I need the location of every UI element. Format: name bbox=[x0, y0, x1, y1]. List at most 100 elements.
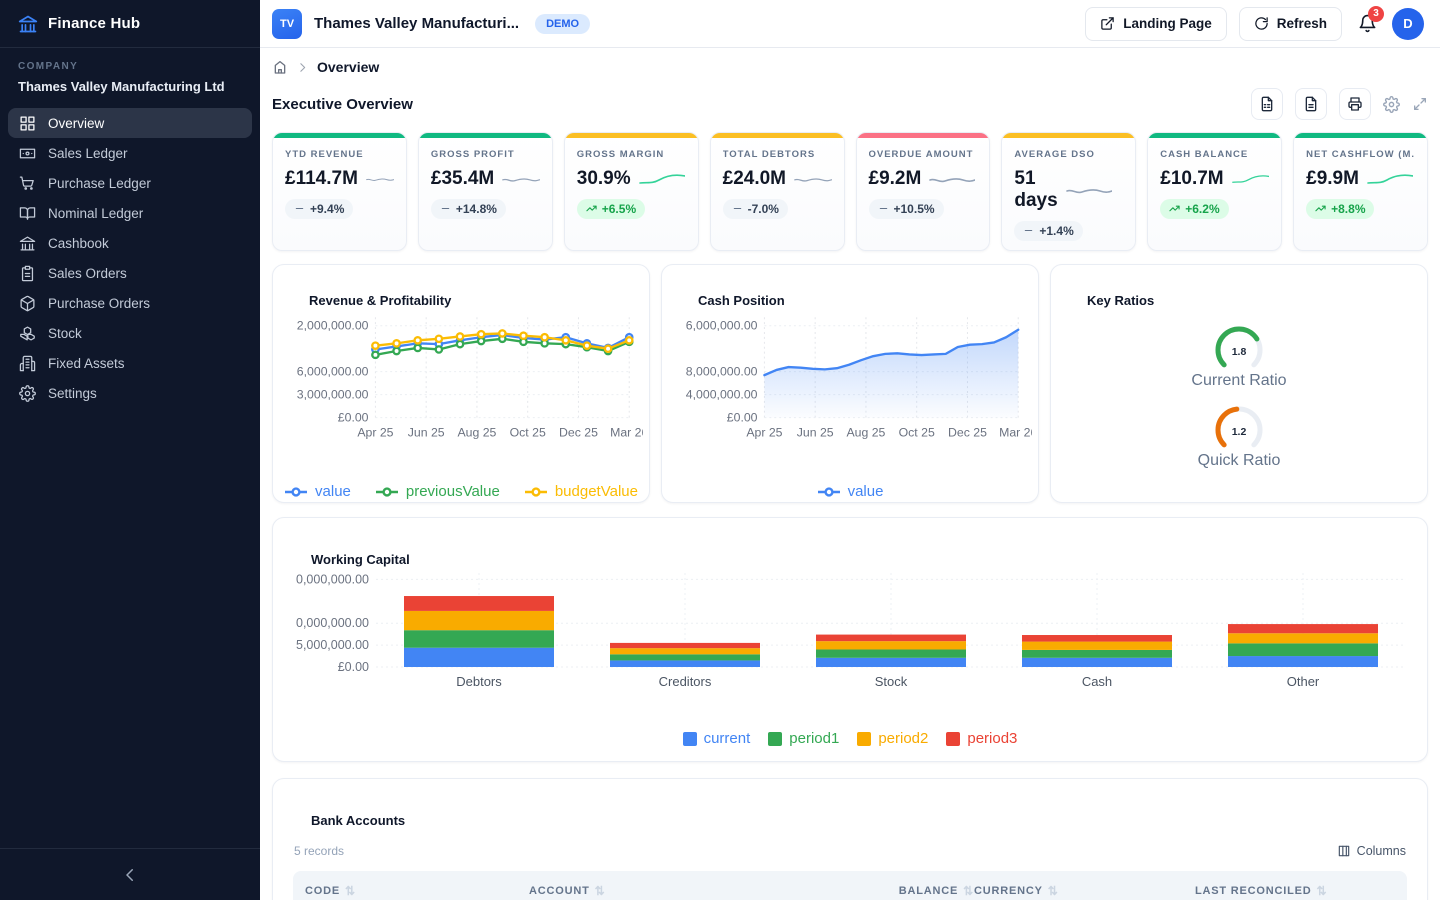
sidebar-item-nominal-ledger[interactable]: Nominal Ledger bbox=[8, 198, 252, 228]
svg-text:3,000,000.00: 3,000,000.00 bbox=[297, 388, 369, 402]
kpi-card-gross-profit: GROSS PROFIT £35.4M +14.8% bbox=[417, 132, 553, 251]
sidebar-item-overview[interactable]: Overview bbox=[8, 108, 252, 138]
sidebar-item-label: Overview bbox=[48, 115, 105, 131]
kpi-accent-bar bbox=[1148, 133, 1282, 138]
kpi-accent-bar bbox=[1294, 133, 1427, 138]
legend-marker-icon bbox=[524, 486, 547, 497]
kpi-trend-badge: +8.8% bbox=[1306, 198, 1375, 219]
svg-text:Other: Other bbox=[1287, 674, 1320, 689]
legend-item-current[interactable]: current bbox=[682, 730, 751, 747]
cart-icon bbox=[19, 175, 34, 190]
kpi-value: £9.2M bbox=[868, 168, 922, 189]
kpi-accent-bar bbox=[1002, 133, 1136, 138]
sidebar-item-cashbook[interactable]: Cashbook bbox=[8, 228, 252, 258]
kpi-accent-bar bbox=[564, 133, 698, 138]
expand-icon bbox=[1412, 96, 1428, 112]
column-header-code[interactable]: CODE ⇅ bbox=[305, 884, 529, 898]
sidebar-item-sales-ledger[interactable]: Sales Ledger bbox=[8, 138, 252, 168]
user-avatar[interactable]: D bbox=[1392, 7, 1424, 40]
sidebar-item-label: Sales Orders bbox=[48, 265, 127, 281]
kpi-trend-badge: +10.5% bbox=[868, 198, 944, 219]
legend-item-previousValue[interactable]: previousValue bbox=[375, 483, 500, 500]
kpi-sparkline bbox=[1065, 188, 1112, 194]
minus-icon bbox=[295, 208, 304, 210]
page-title: Executive Overview bbox=[272, 95, 413, 113]
kpi-value: £9.9M bbox=[1306, 168, 1359, 189]
svg-text:Apr 25: Apr 25 bbox=[357, 425, 393, 439]
sidebar-item-stock[interactable]: Stock bbox=[8, 318, 252, 348]
kpi-sparkline bbox=[1231, 175, 1270, 183]
column-header-account[interactable]: ACCOUNT ⇅ bbox=[529, 884, 878, 898]
sidebar-collapse-button[interactable] bbox=[0, 848, 260, 900]
legend-label: previousValue bbox=[405, 483, 500, 500]
cash-position-card: Cash Position Apr 25 Jun 25 Aug 25 Oct 25 De… bbox=[661, 264, 1039, 503]
export-file-button[interactable] bbox=[1251, 88, 1283, 120]
kpi-card-gross-margin: GROSS MARGIN 30.9% +6.5% bbox=[563, 132, 699, 251]
legend-label: current bbox=[703, 730, 751, 747]
columns-button[interactable]: Columns bbox=[1337, 844, 1406, 858]
fullscreen-button[interactable] bbox=[1412, 96, 1428, 112]
column-header-last-reconciled[interactable]: LAST RECONCILED ⇅ bbox=[1195, 884, 1395, 898]
home-icon[interactable] bbox=[272, 59, 288, 75]
column-header-label: LAST RECONCILED bbox=[1195, 885, 1312, 897]
column-header-balance[interactable]: BALANCE ⇅ bbox=[878, 884, 974, 898]
kpi-card-overdue-amount: OVERDUE AMOUNT £9.2M +10.5% bbox=[855, 132, 991, 251]
kpi-accent-bar bbox=[710, 133, 844, 138]
legend-item-period1[interactable]: period1 bbox=[768, 730, 839, 747]
svg-text:0,000,000.00: 0,000,000.00 bbox=[296, 616, 369, 630]
legend-item-value[interactable]: value bbox=[817, 483, 883, 500]
kpi-value: £114.7M bbox=[285, 168, 358, 189]
chart-title: Revenue & Profitability bbox=[309, 293, 452, 308]
sort-icon: ⇅ bbox=[594, 884, 606, 898]
landing-page-button[interactable]: Landing Page bbox=[1085, 6, 1227, 41]
sidebar-item-label: Sales Ledger bbox=[48, 145, 128, 161]
column-header-currency[interactable]: CURRENCY ⇅ bbox=[974, 884, 1195, 898]
notifications-button[interactable]: 3 bbox=[1354, 5, 1384, 37]
kpi-sparkline bbox=[929, 178, 976, 183]
trending-up-icon bbox=[1169, 206, 1180, 212]
export-document-button[interactable] bbox=[1295, 88, 1327, 120]
grid-icon bbox=[20, 115, 35, 131]
kpi-accent-bar bbox=[418, 133, 552, 138]
sidebar-item-settings[interactable]: Settings bbox=[8, 378, 252, 408]
chevron-right-icon bbox=[296, 61, 309, 74]
kpi-accent-bar bbox=[273, 133, 406, 138]
legend-marker-icon bbox=[375, 486, 398, 497]
legend-marker-icon bbox=[285, 486, 308, 497]
legend-item-period2[interactable]: period2 bbox=[857, 730, 928, 747]
print-button[interactable] bbox=[1339, 88, 1371, 120]
kpi-trend-value: +1.4% bbox=[1039, 223, 1074, 238]
svg-text:Debtors: Debtors bbox=[456, 674, 502, 689]
sidebar-item-purchase-ledger[interactable]: Purchase Ledger bbox=[8, 168, 252, 198]
refresh-button[interactable]: Refresh bbox=[1238, 6, 1342, 41]
dashboard-settings-button[interactable] bbox=[1383, 95, 1400, 113]
banknote-icon bbox=[19, 148, 36, 158]
kpi-sparkline bbox=[794, 178, 832, 182]
svg-text:Apr 25: Apr 25 bbox=[746, 425, 782, 439]
legend-marker-icon bbox=[817, 486, 840, 497]
sidebar-item-sales-orders[interactable]: Sales Orders bbox=[8, 258, 252, 288]
svg-text:2,000,000.00: 2,000,000.00 bbox=[297, 319, 369, 333]
kpi-label: TOTAL DEBTORS bbox=[722, 149, 816, 160]
kpi-value: £24.0M bbox=[722, 168, 786, 189]
external-link-icon bbox=[1100, 16, 1115, 31]
legend-item-period3[interactable]: period3 bbox=[946, 730, 1017, 747]
cash-area-chart: Apr 25 Jun 25 Aug 25 Oct 25 Dec 25 Mar 26 6,00… bbox=[668, 308, 1038, 481]
svg-text:Oct 25: Oct 25 bbox=[510, 425, 546, 439]
kpi-card-cash-balance: CASH BALANCE £10.7M +6.2% bbox=[1147, 132, 1283, 251]
chevron-left-icon bbox=[121, 866, 139, 884]
sidebar: Finance Hub COMPANY Thames Valley Manufa… bbox=[0, 0, 260, 900]
svg-text:£0.00: £0.00 bbox=[338, 411, 369, 425]
svg-text:Dec 25: Dec 25 bbox=[948, 425, 987, 439]
svg-text:6,000,000.00: 6,000,000.00 bbox=[297, 365, 369, 379]
sidebar-item-fixed-assets[interactable]: Fixed Assets bbox=[8, 348, 252, 378]
working-capital-legend: current period1 period2 period3 bbox=[273, 730, 1427, 747]
legend-item-value[interactable]: value bbox=[284, 483, 351, 500]
sidebar-item-label: Purchase Ledger bbox=[48, 175, 151, 191]
svg-text:Jun 25: Jun 25 bbox=[408, 425, 445, 439]
legend-label: budgetValue bbox=[554, 483, 638, 500]
kpi-trend-value: +14.8% bbox=[455, 201, 497, 216]
sidebar-item-purchase-orders[interactable]: Purchase Orders bbox=[8, 288, 252, 318]
topbar: TV Thames Valley Manufacturi... DEMO Lan… bbox=[260, 0, 1440, 48]
legend-item-budgetValue[interactable]: budgetValue bbox=[524, 483, 638, 500]
